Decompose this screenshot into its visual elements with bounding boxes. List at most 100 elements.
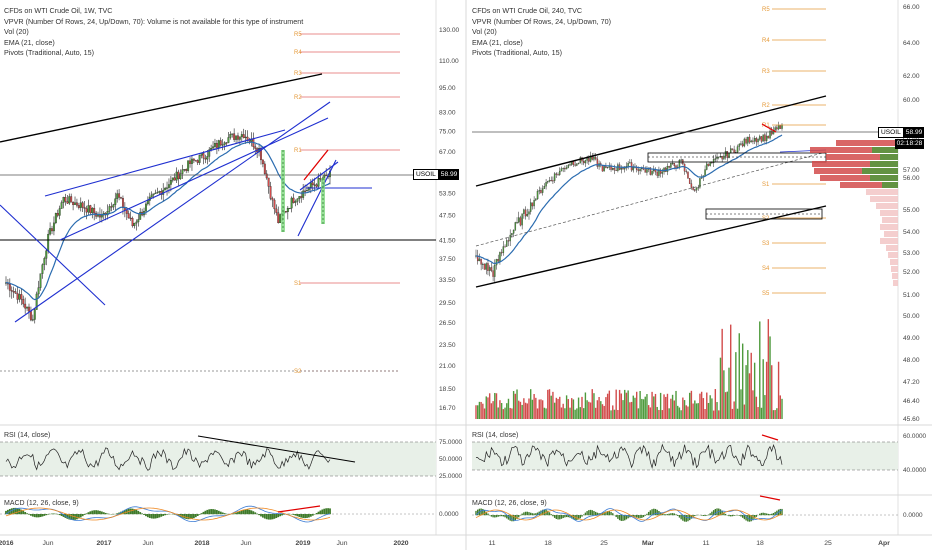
left-candle: [56, 213, 59, 216]
left-macd-hist: [28, 514, 30, 515]
left-y-tick: 47.50: [439, 212, 456, 219]
left-legend-title[interactable]: CFDs on WTI Crude Oil, 1W, TVC: [4, 6, 113, 15]
right-volume-bar: [565, 395, 568, 419]
right-macd-hist: [731, 515, 734, 517]
right-candle: [548, 180, 551, 182]
right-legend-vpvr[interactable]: VPVR (Number Of Rows, 24, Up/Down, 70): [472, 16, 612, 26]
right-x-tick: 18: [544, 540, 552, 547]
right-candle: [656, 171, 658, 176]
left-legend-pivots[interactable]: Pivots (Traditional, Auto, 15): [4, 48, 95, 57]
right-candle: [706, 163, 708, 170]
right-candle: [731, 148, 734, 150]
right-volume-bar: [478, 401, 481, 419]
right-volume-bar: [690, 390, 693, 419]
right-candle: [771, 130, 773, 135]
left-rsi-legend[interactable]: RSI (14, close): [4, 432, 51, 439]
right-volume-bar: [731, 408, 734, 419]
left-rising-wedge-up: [299, 161, 339, 191]
right-macd-hist: [635, 515, 638, 518]
left-macd-hist: [260, 514, 262, 517]
right-candle: [540, 190, 542, 193]
left-macd-legend[interactable]: MACD (12, 26, close, 9): [4, 500, 79, 507]
left-candle: [87, 205, 90, 213]
left-rising-wedge-low: [297, 159, 337, 237]
right-volume-bar: [704, 409, 706, 419]
right-legend-vol[interactable]: Vol (20): [472, 27, 497, 36]
left-macd-hist: [240, 510, 243, 515]
left-legend-vpvr[interactable]: VPVR (Number Of Rows, 24, Up/Down, 70): …: [4, 16, 304, 26]
left-macd-hist: [208, 509, 211, 515]
right-pivot-label: R3: [762, 69, 770, 75]
left-candle: [311, 182, 314, 186]
right-volume-bar: [634, 397, 636, 419]
right-volume-bar: [548, 389, 551, 419]
right-volume-bar: [543, 407, 546, 419]
right-volume-bar: [523, 398, 525, 419]
right-pivot-label: S1: [762, 182, 770, 188]
left-candle: [106, 211, 109, 216]
left-candle: [26, 306, 29, 309]
left-legend-ema[interactable]: EMA (21, close): [4, 37, 55, 47]
right-volume-bar: [646, 394, 648, 419]
right-macd-hist: [649, 510, 652, 516]
left-candle: [313, 184, 316, 186]
right-candle: [553, 173, 556, 181]
right-candle: [562, 168, 564, 169]
right-candle: [624, 167, 626, 170]
left-downtrend: [0, 204, 106, 306]
right-volume-bar: [673, 400, 676, 419]
left-macd-hist: [7, 509, 9, 515]
right-vpvr-down: [892, 273, 898, 279]
left-macd-hist: [150, 514, 153, 519]
right-volume-bar: [559, 396, 561, 419]
left-macd-hist: [223, 513, 226, 515]
right-vpvr-down: [866, 189, 898, 195]
left-price-flag: USOIL 58.99: [413, 169, 460, 180]
right-volume-bar: [711, 398, 713, 419]
right-macd-hist: [555, 515, 558, 520]
right-pivot-label: S5: [762, 291, 770, 297]
right-macd-hist: [514, 515, 517, 521]
left-legend-vol[interactable]: Vol (20): [4, 27, 29, 36]
left-candle: [267, 177, 270, 187]
left-macd-hist: [292, 514, 295, 515]
left-candle: [75, 202, 78, 206]
right-volume-bar: [730, 324, 732, 419]
left-macd-hist: [317, 511, 320, 515]
right-macd-hist: [714, 508, 717, 516]
right-candle: [512, 230, 515, 234]
right-volume-bar: [741, 343, 744, 419]
right-candle: [569, 164, 571, 166]
left-macd-hist: [58, 514, 61, 516]
left-macd-hist: [254, 512, 257, 515]
right-volume-bar: [687, 406, 689, 419]
right-macd-hist: [559, 515, 561, 520]
right-candle: [668, 166, 670, 168]
right-x-tick: Mar: [642, 540, 654, 547]
right-volume-bar: [755, 396, 758, 419]
left-macd-hist: [143, 514, 145, 515]
right-volume-bar: [581, 396, 583, 419]
right-volume-bar: [495, 393, 498, 419]
right-candle: [533, 199, 535, 207]
right-volume-bar: [494, 392, 496, 419]
right-macd-hist: [507, 515, 510, 520]
left-macd-hist: [68, 514, 71, 520]
right-candle: [649, 167, 652, 175]
right-macd-hist: [494, 515, 496, 518]
left-macd-hist: [309, 514, 312, 517]
left-price-symbol: USOIL: [413, 169, 439, 180]
right-macd-hist: [721, 510, 723, 516]
right-rsi-legend[interactable]: RSI (14, close): [472, 432, 519, 439]
right-legend-title[interactable]: CFDs on WTI Crude Oil, 240, TVC: [472, 6, 583, 15]
right-candle: [776, 127, 778, 130]
left-macd-hist: [191, 514, 193, 519]
right-legend-ema[interactable]: EMA (21, close): [472, 37, 523, 47]
left-macd-hist: [45, 514, 48, 516]
right-candle: [697, 187, 699, 189]
right-macd-line: [475, 508, 783, 522]
right-volume-bar: [589, 402, 592, 419]
right-macd-legend[interactable]: MACD (12, 26, close, 9): [472, 500, 547, 507]
right-legend-pivots[interactable]: Pivots (Traditional, Auto, 15): [472, 48, 563, 57]
